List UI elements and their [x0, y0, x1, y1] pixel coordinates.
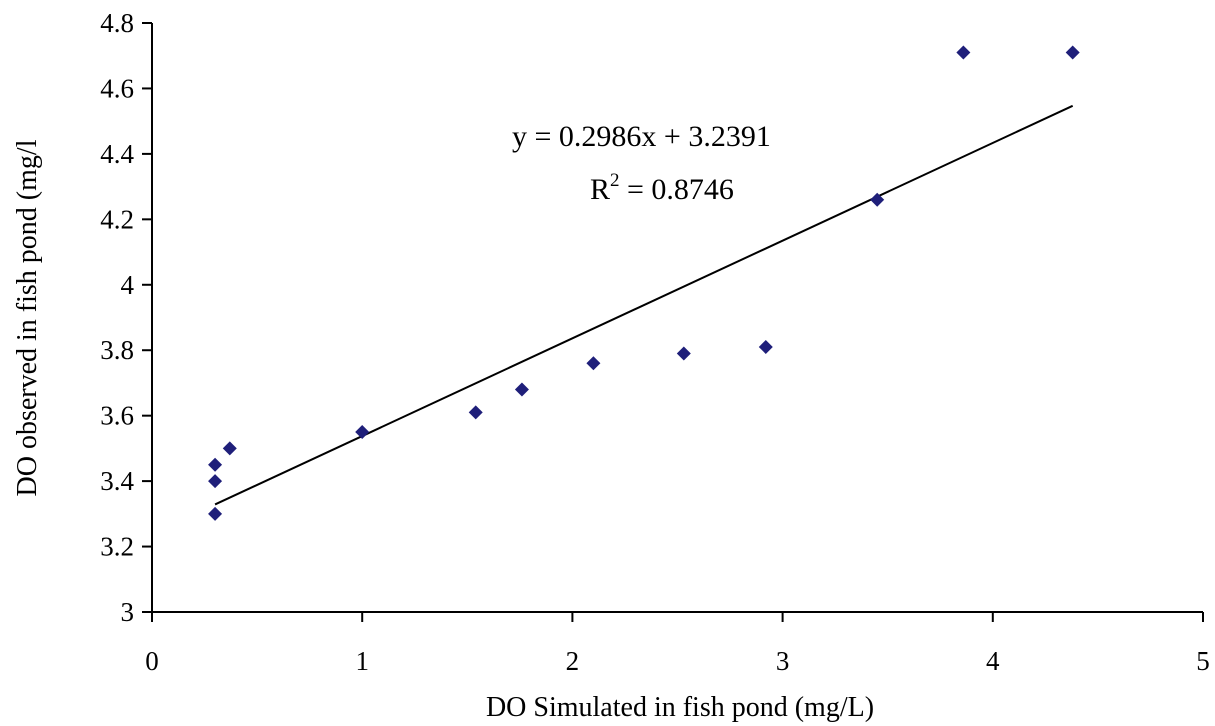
- y-axis-title: DO observed in fish pond (mg/l: [12, 139, 43, 496]
- data-point: [514, 382, 529, 397]
- y-tick-label: 3.6: [100, 401, 134, 431]
- data-point: [1065, 45, 1080, 60]
- data-point: [208, 506, 223, 521]
- r-squared-label: R2 = 0.8746: [590, 170, 734, 206]
- data-point: [468, 405, 483, 420]
- y-tick-label: 4.2: [100, 204, 134, 234]
- data-point: [222, 441, 237, 456]
- data-point: [870, 192, 885, 207]
- data-point: [758, 339, 773, 354]
- r-squared-superscript: 2: [610, 170, 620, 191]
- data-point: [208, 474, 223, 489]
- data-points: [208, 45, 1080, 521]
- x-axis-title: DO Simulated in fish pond (mg/L): [486, 692, 874, 723]
- x-tick-label: 2: [566, 646, 580, 676]
- y-tick-label: 4.6: [100, 73, 134, 103]
- tick-marks: [142, 22, 1204, 622]
- y-tick-label: 3: [121, 597, 135, 627]
- y-tick-label: 4: [121, 270, 135, 300]
- x-tick-label: 0: [145, 646, 159, 676]
- x-tick-label: 1: [355, 646, 369, 676]
- x-tick-label: 5: [1196, 646, 1210, 676]
- trendline: [214, 104, 1074, 506]
- tick-labels: 3 3.2 3.4 3.6 3.8 4 4.2 4.4 4.6 4.8 0 1 2 3 4 5: [100, 8, 1210, 676]
- r-squared-value: = 0.8746: [620, 173, 734, 206]
- axes: [151, 23, 1203, 613]
- data-point: [355, 425, 370, 440]
- y-tick-label: 4.8: [100, 8, 134, 38]
- y-tick-label: 3.4: [100, 466, 134, 496]
- data-point: [208, 457, 223, 472]
- y-tick-label: 3.2: [100, 532, 134, 562]
- y-tick-label: 3.8: [100, 335, 134, 365]
- data-point: [676, 346, 691, 361]
- x-tick-label: 4: [986, 646, 1000, 676]
- x-tick-label: 3: [776, 646, 790, 676]
- y-tick-label: 4.4: [100, 139, 134, 169]
- data-point: [956, 45, 971, 60]
- trendline-equation: y = 0.2986x + 3.2391: [512, 120, 771, 153]
- data-point: [586, 356, 601, 371]
- r-squared-prefix: R: [590, 173, 610, 206]
- trendline-group: [214, 104, 1074, 506]
